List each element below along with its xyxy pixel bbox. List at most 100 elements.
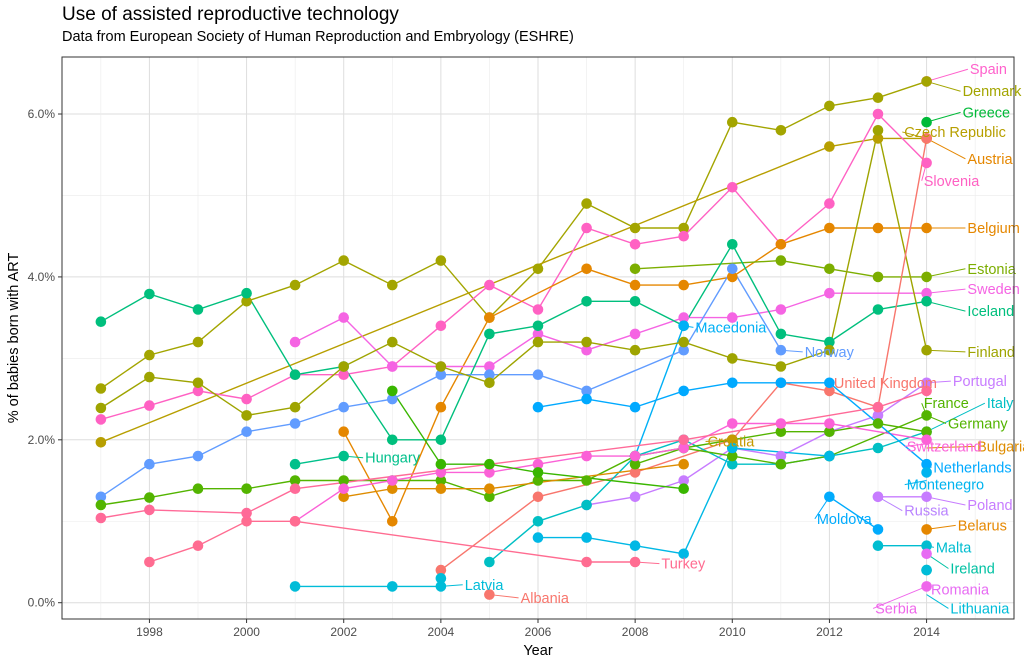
data-point-denmark — [144, 349, 155, 361]
series-label-latvia: Latvia — [465, 578, 505, 594]
data-point-united-kingdom — [824, 385, 835, 397]
series-line-cyan-mid — [538, 447, 830, 555]
data-point-turkey — [192, 540, 204, 551]
data-point-belgium — [387, 516, 398, 527]
chart-subtitle: Data from European Society of Human Repr… — [62, 29, 574, 45]
data-point-poland — [872, 491, 884, 503]
data-point-belgium — [921, 222, 932, 234]
series-label-czech-republic: Czech Republic — [904, 125, 1006, 141]
data-point-slovenia — [824, 198, 835, 209]
data-point-netherlands — [727, 377, 738, 389]
series-label-poland: Poland — [967, 498, 1012, 514]
leader-line-finland — [926, 349, 966, 353]
data-point-iceland — [872, 304, 884, 315]
data-point-finland — [532, 336, 544, 348]
data-point-finland — [338, 361, 350, 372]
data-point-portugal — [775, 450, 787, 462]
data-point-finland — [192, 377, 204, 389]
data-point-estonia — [872, 271, 884, 283]
series-label-sweden: Sweden — [967, 282, 1019, 298]
x-tick-label: 2002 — [330, 625, 357, 639]
data-point-italy — [872, 442, 884, 454]
data-point-slovenia — [435, 320, 447, 332]
series-label-norway: Norway — [805, 345, 855, 361]
data-point-latvia — [435, 573, 447, 584]
data-point-finland — [484, 377, 495, 389]
data-point-germany — [532, 475, 544, 486]
series-line-turkey — [149, 520, 636, 563]
data-point-extra-pink — [289, 483, 301, 495]
data-point-france — [727, 450, 738, 462]
series-label-greece: Greece — [963, 105, 1011, 121]
data-point-germany — [289, 475, 301, 486]
series-line-belgium — [343, 227, 927, 523]
series-line-hungary — [294, 455, 344, 465]
data-point-norway — [387, 393, 398, 405]
data-point-belarus — [921, 524, 932, 535]
data-point-norway — [241, 426, 252, 438]
data-point-switzerland — [629, 450, 641, 462]
data-point-poland — [921, 491, 932, 503]
data-point-finland — [289, 401, 301, 413]
series-line-portugal — [586, 382, 927, 506]
data-point-sweden — [338, 312, 350, 323]
data-point-netherlands — [629, 401, 641, 413]
data-point-united-kingdom — [921, 133, 932, 144]
data-point-belgium — [727, 271, 738, 283]
data-point-united-kingdom — [435, 564, 447, 576]
data-point-bulgaria — [678, 458, 689, 470]
data-point-norway — [338, 401, 350, 413]
data-point-iceland — [241, 287, 252, 299]
leader-line-serbia — [872, 585, 927, 609]
data-point-green-mid — [678, 483, 689, 495]
data-point-slovenia — [484, 279, 495, 291]
data-point-netherlands — [824, 377, 835, 389]
data-point-belgium — [484, 312, 495, 323]
data-point-sweden — [775, 304, 787, 315]
data-point-belgium — [824, 222, 835, 234]
leader-line-italy — [926, 402, 986, 433]
leader-line-poland — [926, 496, 966, 506]
data-point-denmark — [387, 279, 398, 291]
data-point-belgium — [338, 426, 350, 438]
data-point-belgium — [629, 279, 641, 291]
data-point-iceland — [144, 288, 155, 300]
series-label-estonia: Estonia — [967, 262, 1016, 278]
data-point-norway — [532, 369, 544, 381]
data-point-germany — [775, 426, 787, 438]
data-point-latvia — [435, 581, 447, 592]
data-point-france — [775, 458, 787, 470]
data-point-denmark — [581, 198, 592, 209]
data-point-portugal — [678, 475, 689, 486]
series-label-united-kingdom: United Kingdom — [834, 376, 937, 392]
data-point-denmark — [289, 279, 301, 291]
axis-ticks: 1998 2000 2002 2004 2006 2008 2010 2012 2014 0.0%… — [28, 107, 941, 639]
series-line-denmark — [100, 80, 927, 390]
data-point-iceland — [484, 328, 495, 340]
leader-line-switzerland — [904, 443, 927, 447]
data-point-moldova — [872, 524, 884, 535]
data-point-germany — [338, 475, 350, 486]
data-point-switzerland — [532, 458, 544, 470]
data-point-sweden — [824, 287, 835, 299]
data-point-turkey — [629, 556, 641, 568]
leader-line-bulgaria — [926, 445, 976, 449]
data-point-sweden — [921, 287, 932, 299]
data-point-finland — [435, 361, 447, 372]
data-point-latvia — [387, 581, 398, 592]
data-point-slovenia — [338, 369, 350, 381]
series-line-france — [634, 414, 927, 465]
data-point-cyan-mid — [581, 532, 592, 543]
data-point-denmark — [775, 125, 787, 136]
data-point-germany — [95, 499, 107, 511]
data-point-belgium — [775, 239, 787, 250]
y-tick-label: 4.0% — [28, 270, 56, 284]
data-point-extra-pink — [144, 504, 155, 516]
data-point-slovenia — [532, 304, 544, 315]
data-point-turkey — [289, 516, 301, 527]
data-point-denmark — [921, 76, 932, 87]
data-point-turkey — [581, 556, 592, 568]
data-point-cyan-mid — [727, 442, 738, 454]
data-point-switzerland — [484, 467, 495, 478]
